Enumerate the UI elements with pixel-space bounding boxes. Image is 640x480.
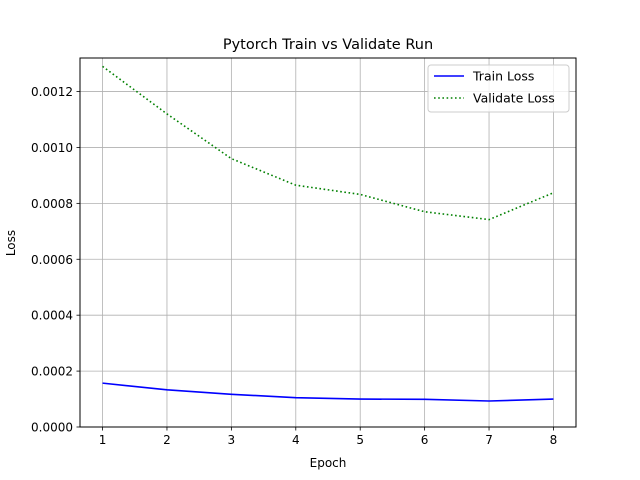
x-tick-label: 3 <box>228 433 236 447</box>
x-tick-label: 7 <box>485 433 493 447</box>
plot-frame <box>79 57 577 428</box>
legend-label-validate-loss: Validate Loss <box>473 91 555 106</box>
y-axis: 0.0000 0.0002 0.0004 0.0006 0.0008 0.0010 0.00… <box>31 85 80 435</box>
y-tick-label: 0.0000 <box>31 421 73 435</box>
x-tick-label: 1 <box>99 433 107 447</box>
series-line-train-loss <box>102 382 554 402</box>
x-axis-label: Epoch <box>310 456 347 470</box>
y-tick-label: 0.0012 <box>31 85 73 99</box>
y-tick-label: 0.0002 <box>31 365 73 379</box>
y-tick-label: 0.0008 <box>31 197 73 211</box>
x-axis: 1 2 3 4 5 6 7 8 <box>99 427 558 447</box>
x-tick-label: 6 <box>421 433 429 447</box>
x-tick-label: 5 <box>356 433 364 447</box>
y-tick-label: 0.0010 <box>31 141 73 155</box>
series-layer <box>102 65 554 402</box>
x-tick-label: 2 <box>163 433 171 447</box>
series-line-validate-loss <box>102 65 554 221</box>
y-axis-label: Loss <box>4 230 18 256</box>
x-tick-label: 4 <box>292 433 300 447</box>
chart-title: Pytorch Train vs Validate Run <box>223 37 433 53</box>
y-tick-label: 0.0006 <box>31 253 73 267</box>
legend-label-train-loss: Train Loss <box>472 69 534 84</box>
y-tick-label: 0.0004 <box>31 309 73 323</box>
legend: Train Loss Validate Loss <box>427 64 570 113</box>
x-tick-label: 8 <box>550 433 558 447</box>
